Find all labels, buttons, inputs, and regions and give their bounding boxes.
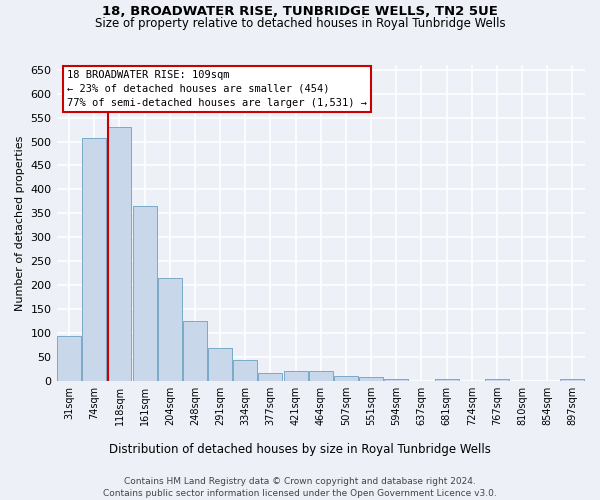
Bar xyxy=(107,127,131,381)
Text: Contains HM Land Registry data © Crown copyright and database right 2024.: Contains HM Land Registry data © Crown c… xyxy=(124,478,476,486)
Bar xyxy=(485,380,509,381)
Bar xyxy=(208,348,232,381)
Text: Distribution of detached houses by size in Royal Tunbridge Wells: Distribution of detached houses by size … xyxy=(109,442,491,456)
Y-axis label: Number of detached properties: Number of detached properties xyxy=(15,135,25,310)
Bar xyxy=(334,376,358,381)
Bar xyxy=(359,377,383,381)
Text: Contains public sector information licensed under the Open Government Licence v3: Contains public sector information licen… xyxy=(103,489,497,498)
Bar xyxy=(434,379,458,381)
Bar xyxy=(82,138,106,381)
Bar xyxy=(158,278,182,381)
Bar xyxy=(284,371,308,381)
Bar xyxy=(309,371,333,381)
Text: 18 BROADWATER RISE: 109sqm
← 23% of detached houses are smaller (454)
77% of sem: 18 BROADWATER RISE: 109sqm ← 23% of deta… xyxy=(67,70,367,108)
Bar xyxy=(133,206,157,381)
Bar xyxy=(259,372,283,381)
Bar xyxy=(183,321,207,381)
Text: Size of property relative to detached houses in Royal Tunbridge Wells: Size of property relative to detached ho… xyxy=(95,18,505,30)
Text: 18, BROADWATER RISE, TUNBRIDGE WELLS, TN2 5UE: 18, BROADWATER RISE, TUNBRIDGE WELLS, TN… xyxy=(102,5,498,18)
Bar xyxy=(385,380,408,381)
Bar xyxy=(57,336,81,381)
Bar xyxy=(233,360,257,381)
Bar xyxy=(560,380,584,381)
